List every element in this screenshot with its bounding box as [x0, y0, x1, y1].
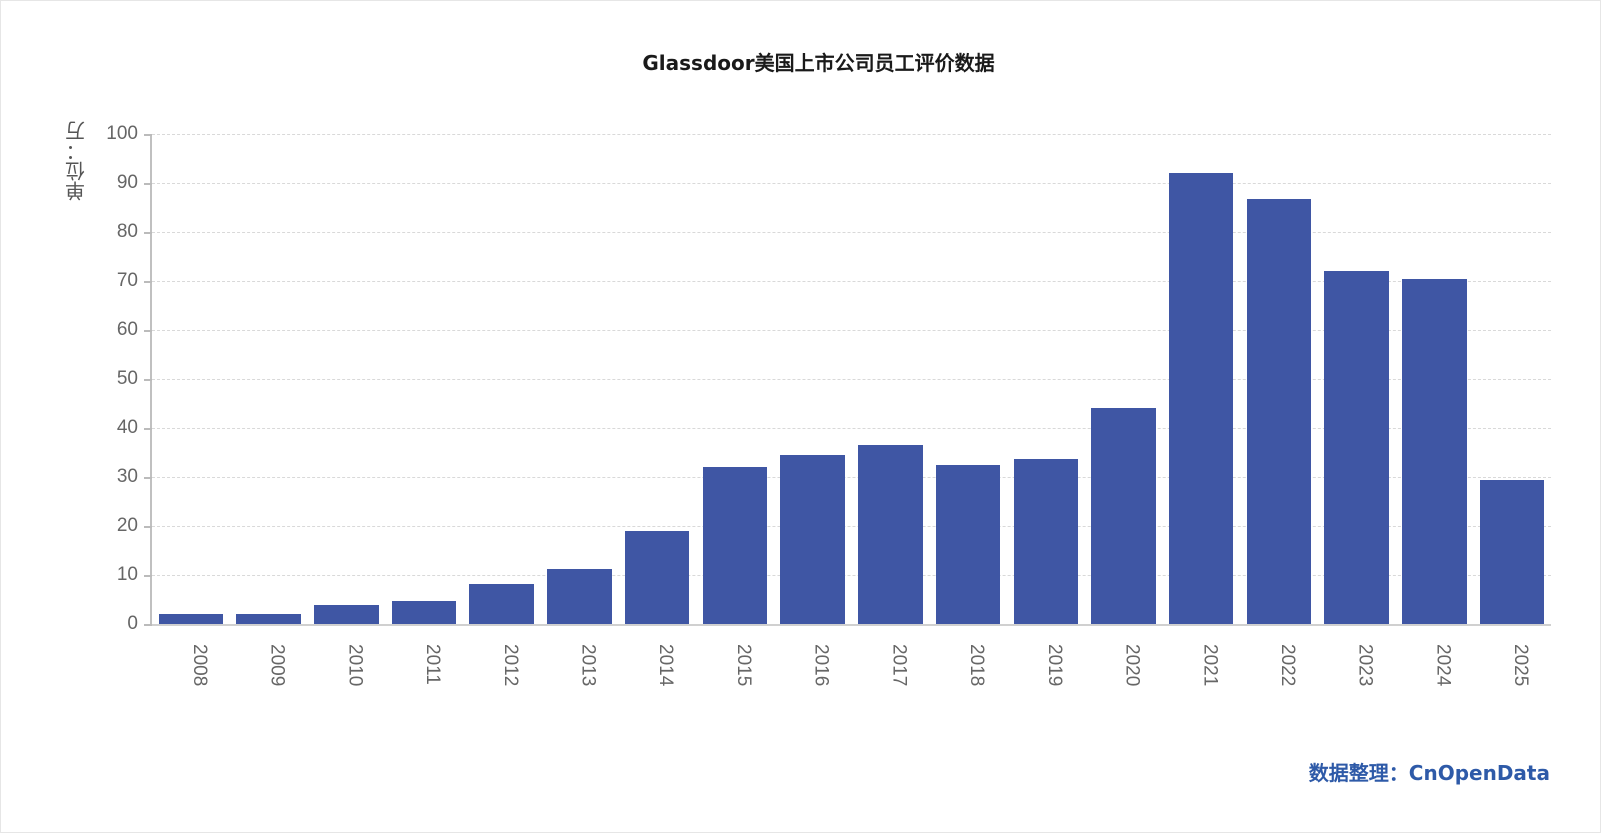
bar-2022[interactable]: [1246, 198, 1312, 624]
y-tick-label: 30: [116, 466, 138, 487]
bar-2008[interactable]: [158, 614, 224, 624]
gridline: [152, 232, 1551, 233]
y-tick-mark: [144, 134, 152, 136]
x-tick-label: 2022: [1276, 644, 1298, 687]
y-tick-mark: [144, 624, 152, 626]
y-tick-mark: [144, 477, 152, 479]
gridline: [152, 477, 1551, 478]
x-tick-label: 2023: [1354, 644, 1376, 687]
y-tick-label: 10: [116, 564, 138, 585]
chart-title: Glassdoor美国上市公司员工评价数据: [642, 51, 995, 75]
x-tick-label: 2015: [732, 644, 754, 687]
y-tick-mark: [144, 183, 152, 185]
x-tick-label: 2025: [1510, 644, 1532, 687]
bar-2018[interactable]: [935, 465, 1001, 624]
gridline: [152, 379, 1551, 380]
gridline: [152, 428, 1551, 429]
bar-2023[interactable]: [1324, 270, 1389, 624]
gridline: [152, 281, 1551, 282]
bar-2024[interactable]: [1402, 278, 1467, 624]
y-tick-label: 80: [116, 221, 138, 242]
gridline: [152, 134, 1551, 135]
y-tick-label: 100: [106, 123, 138, 144]
x-tick-label: 2009: [266, 644, 288, 687]
bar-2015[interactable]: [702, 467, 768, 624]
bar-2014[interactable]: [624, 531, 690, 624]
y-tick-mark: [144, 526, 152, 528]
data-source-annotation: 数据整理：CnOpenData: [1308, 761, 1550, 785]
x-tick-label: 2008: [188, 644, 210, 687]
x-tick-label: 2013: [577, 644, 599, 687]
x-tick-label: 2021: [1199, 644, 1221, 687]
x-tick-label: 2014: [655, 644, 677, 687]
x-axis-line: [144, 624, 1551, 626]
bar-2016[interactable]: [780, 455, 845, 624]
y-tick-label: 20: [116, 515, 138, 536]
y-tick-mark: [144, 281, 152, 283]
bar-2012[interactable]: [469, 584, 534, 624]
x-tick-label: 2020: [1121, 644, 1143, 687]
y-axis-label: 单位：万: [64, 121, 89, 201]
bar-2013[interactable]: [547, 569, 612, 624]
x-tick-label: 2019: [1043, 644, 1065, 687]
x-tick-label: 2017: [888, 644, 910, 687]
y-tick-label: 60: [116, 319, 138, 340]
bar-2017[interactable]: [858, 445, 923, 624]
y-tick-mark: [144, 330, 152, 332]
y-tick-label: 40: [116, 417, 138, 438]
gridline: [152, 330, 1551, 331]
y-tick-label: 50: [116, 368, 138, 389]
y-tick-mark: [144, 379, 152, 381]
x-tick-label: 2012: [499, 644, 521, 687]
gridline: [152, 183, 1551, 184]
bar-2025[interactable]: [1479, 480, 1545, 624]
bar-2010[interactable]: [314, 604, 379, 624]
gridline: [152, 575, 1551, 576]
gridline: [152, 526, 1551, 527]
x-tick-label: 2016: [810, 644, 832, 687]
y-tick-mark: [144, 428, 152, 430]
bar-2011[interactable]: [391, 601, 457, 624]
bar-2009[interactable]: [236, 614, 301, 624]
bar-2020[interactable]: [1091, 408, 1156, 624]
x-tick-label: 2011: [422, 644, 444, 685]
y-tick-label: 90: [116, 172, 138, 193]
y-tick-label: 70: [116, 270, 138, 291]
bar-2019[interactable]: [1013, 459, 1079, 624]
x-tick-label: 2024: [1432, 644, 1454, 687]
x-tick-label: 2018: [966, 644, 988, 687]
plot-area: 0 10 20 30 40 50 60 70 80 90 100 2008 2009 2010 2011 20…: [106, 123, 1551, 686]
y-tick-label: 0: [127, 613, 138, 634]
x-tick-label: 2010: [344, 644, 366, 687]
y-tick-mark: [144, 232, 152, 234]
bar-2021[interactable]: [1168, 173, 1234, 624]
y-tick-mark: [144, 575, 152, 577]
